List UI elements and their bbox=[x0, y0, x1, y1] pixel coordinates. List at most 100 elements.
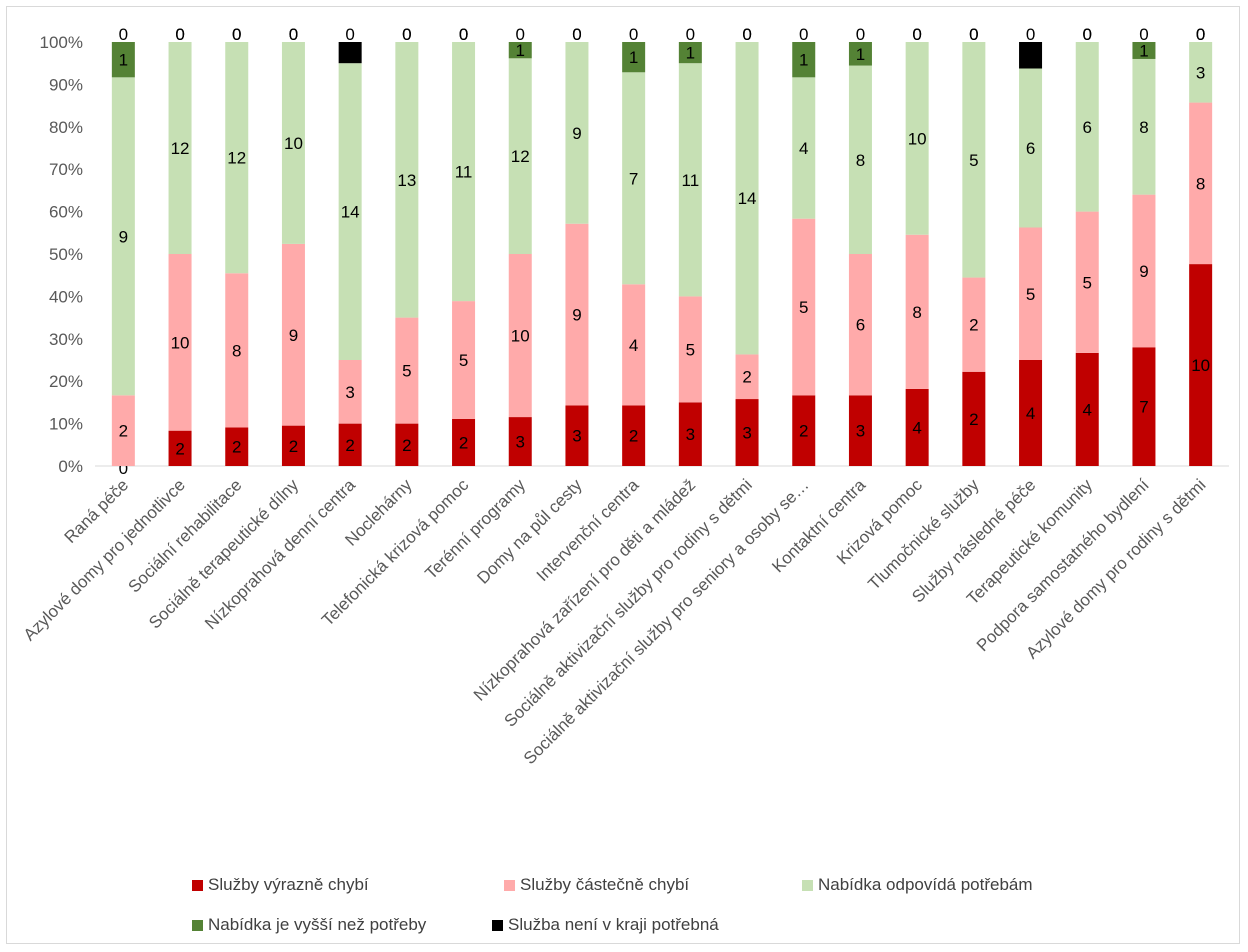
bar-segment bbox=[338, 360, 362, 424]
bar-segment bbox=[452, 301, 476, 419]
data-label: 0 bbox=[1083, 25, 1092, 44]
y-tick-label: 70% bbox=[49, 160, 83, 179]
data-label: 0 bbox=[1139, 25, 1148, 44]
bar-segment bbox=[225, 427, 249, 466]
bar-segment bbox=[792, 42, 816, 78]
bar-segment bbox=[111, 77, 135, 396]
bar-segment bbox=[1019, 68, 1043, 228]
data-label: 12 bbox=[171, 139, 190, 158]
legend-label: Služba není v kraji potřebná bbox=[508, 915, 719, 934]
bar-segment bbox=[962, 371, 986, 466]
data-label: 2 bbox=[232, 438, 241, 457]
data-label: 0 bbox=[119, 459, 128, 478]
bar-segment bbox=[1189, 264, 1213, 466]
bar-segment bbox=[678, 63, 702, 297]
data-label: 1 bbox=[1026, 46, 1035, 65]
data-label: 0 bbox=[119, 25, 128, 44]
data-label: 0 bbox=[742, 25, 751, 44]
data-label: 8 bbox=[1196, 174, 1205, 193]
bar-segment bbox=[395, 423, 419, 466]
legend-label: Nabídka je vyšší než potřeby bbox=[208, 915, 427, 934]
data-label: 0 bbox=[629, 25, 638, 44]
y-tick-label: 40% bbox=[49, 287, 83, 306]
data-label: 8 bbox=[1139, 118, 1148, 137]
bar-segment bbox=[905, 388, 929, 466]
data-label: 0 bbox=[856, 25, 865, 44]
data-label: 9 bbox=[119, 227, 128, 246]
stacked-bar-chart: 0%10%20%30%40%50%60%70%80%90%100%02910Ra… bbox=[20, 25, 1229, 768]
bar-segment bbox=[622, 42, 646, 73]
data-label: 2 bbox=[629, 427, 638, 446]
data-label: 9 bbox=[572, 306, 581, 325]
bar-segment bbox=[452, 42, 476, 302]
data-label: 9 bbox=[572, 124, 581, 143]
data-label: 5 bbox=[1026, 285, 1035, 304]
data-label: 1 bbox=[516, 41, 525, 60]
bar-segment bbox=[792, 218, 816, 396]
data-label: 13 bbox=[397, 171, 416, 190]
bar-segment bbox=[1189, 102, 1213, 265]
data-label: 2 bbox=[742, 368, 751, 387]
bar-segment bbox=[225, 273, 249, 428]
bar-segment bbox=[508, 254, 532, 418]
data-label: 0 bbox=[232, 25, 241, 44]
bar-segment bbox=[168, 42, 192, 254]
data-label: 1 bbox=[799, 51, 808, 70]
y-tick-label: 0% bbox=[58, 457, 83, 476]
bar-segment bbox=[111, 395, 135, 466]
x-tick-label: Terénní programy bbox=[421, 475, 529, 583]
data-label: 0 bbox=[912, 25, 921, 44]
data-label: 6 bbox=[856, 316, 865, 335]
bar-segment bbox=[168, 254, 192, 431]
data-label: 0 bbox=[572, 25, 581, 44]
y-tick-label: 60% bbox=[49, 203, 83, 222]
data-label: 10 bbox=[908, 129, 927, 148]
data-label: 0 bbox=[742, 25, 751, 44]
bar-segment bbox=[848, 395, 872, 466]
bar-segment bbox=[565, 223, 589, 406]
bar-segment bbox=[848, 42, 872, 66]
data-label: 0 bbox=[969, 25, 978, 44]
data-label: 1 bbox=[119, 51, 128, 70]
bar-segment bbox=[1075, 211, 1099, 353]
legend-swatch bbox=[504, 879, 515, 891]
data-label: 0 bbox=[289, 25, 298, 44]
data-label: 10 bbox=[511, 327, 530, 346]
bar-segment bbox=[678, 402, 702, 466]
bar-segment bbox=[1132, 194, 1156, 348]
data-label: 2 bbox=[969, 316, 978, 335]
bar-segment bbox=[1132, 42, 1156, 59]
bar-segment bbox=[565, 405, 589, 466]
data-label: 9 bbox=[1139, 262, 1148, 281]
bar-segment bbox=[962, 277, 986, 372]
data-label: 0 bbox=[175, 25, 184, 44]
data-label: 11 bbox=[682, 171, 700, 190]
data-label: 14 bbox=[341, 203, 360, 222]
bar-segment bbox=[565, 42, 589, 224]
data-label: 3 bbox=[856, 422, 865, 441]
data-label: 11 bbox=[455, 163, 473, 182]
legend-swatch bbox=[492, 919, 503, 931]
data-label: 0 bbox=[572, 25, 581, 44]
data-label: 3 bbox=[686, 425, 695, 444]
y-tick-label: 50% bbox=[49, 245, 83, 264]
data-label: 3 bbox=[742, 424, 751, 443]
bar-segment bbox=[848, 65, 872, 254]
legend-item: Služba není v kraji potřebná bbox=[492, 915, 719, 935]
bar-segment bbox=[962, 42, 986, 278]
data-label: 2 bbox=[119, 422, 128, 441]
legend-item: Nabídka je vyšší než potřeby bbox=[192, 915, 426, 935]
bar-segment bbox=[508, 42, 532, 59]
data-label: 0 bbox=[459, 25, 468, 44]
bar-segment bbox=[848, 254, 872, 396]
bar-segment bbox=[735, 354, 759, 400]
data-label: 10 bbox=[284, 134, 303, 153]
data-label: 12 bbox=[511, 147, 530, 166]
bar-segment bbox=[111, 42, 135, 78]
x-tick-label: Domy na půl cesty bbox=[473, 475, 586, 588]
y-tick-label: 80% bbox=[49, 118, 83, 137]
data-label: 0 bbox=[1196, 25, 1205, 44]
bar-segment bbox=[225, 42, 249, 274]
data-label: 14 bbox=[738, 189, 757, 208]
data-label: 0 bbox=[912, 25, 921, 44]
